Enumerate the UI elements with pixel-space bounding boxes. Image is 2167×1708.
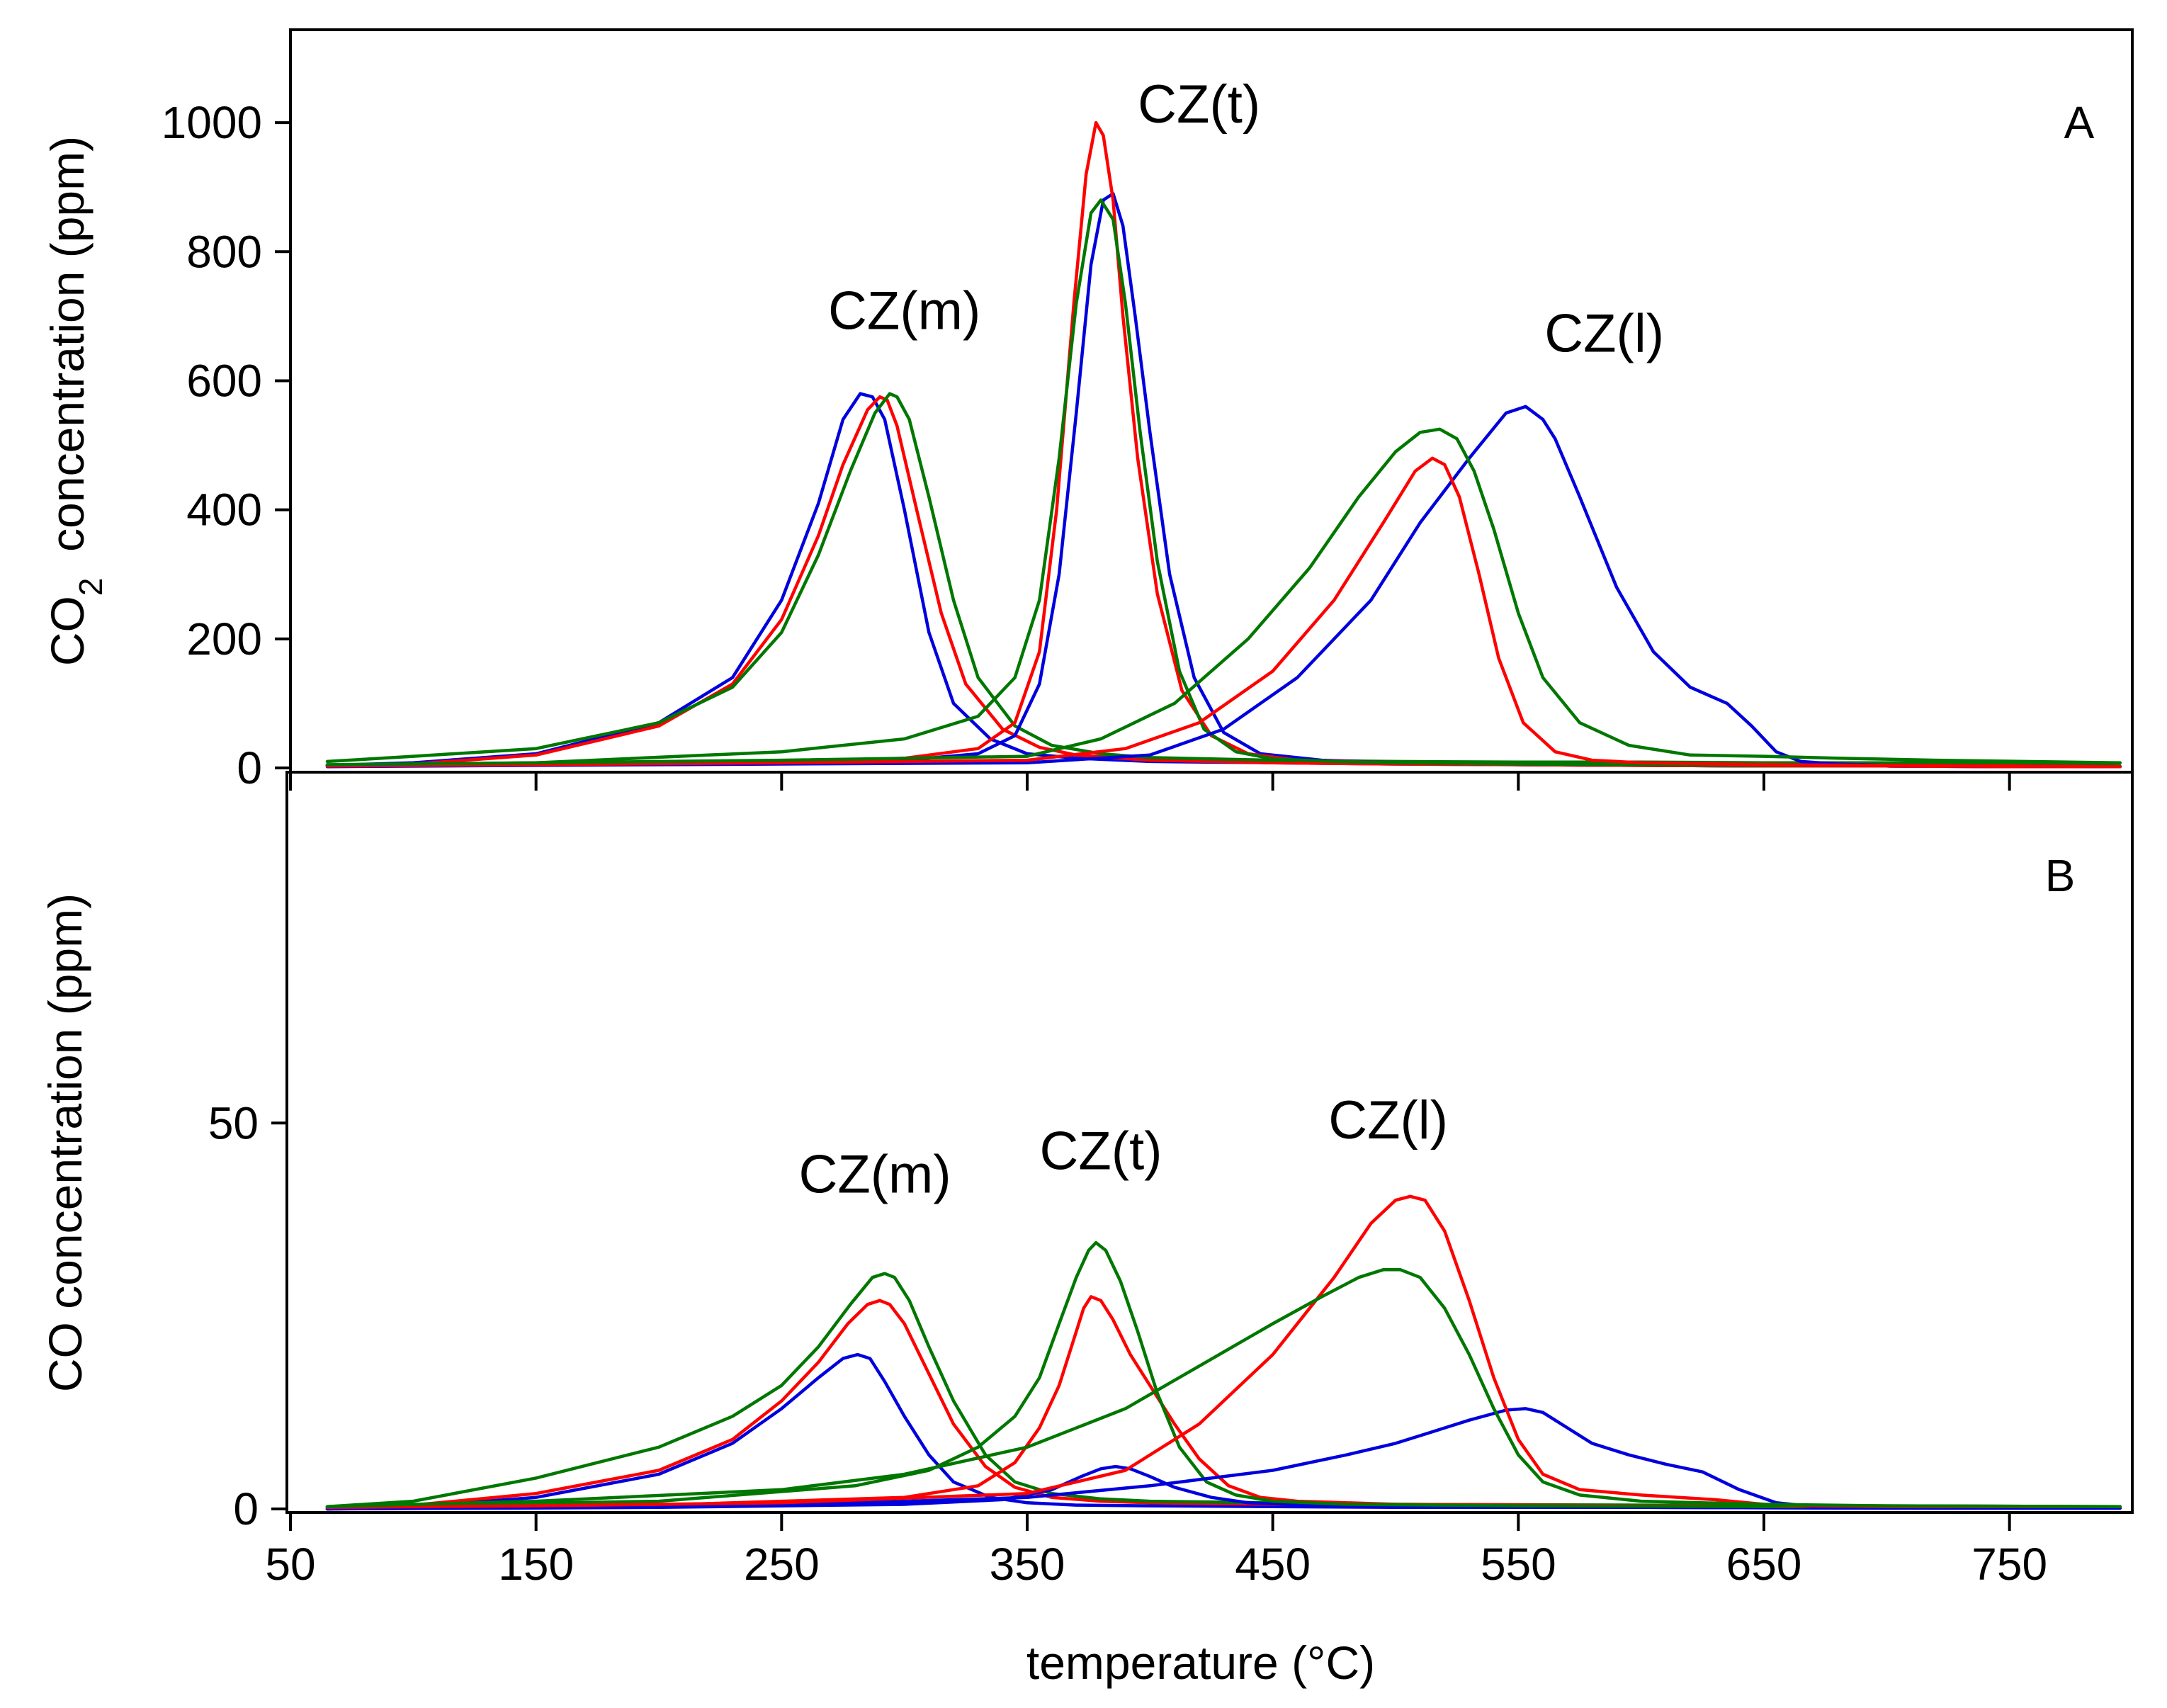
panel-a-x-axis: [289, 772, 2011, 791]
panel-a-peak-label: CZ(t): [1138, 74, 1260, 135]
panel-b-curve-blue-2: [325, 1464, 2122, 1511]
x-tick-label: 150: [498, 1539, 574, 1590]
x-tick-label: 50: [265, 1539, 315, 1590]
panel-b-peak-labels: CZ(m) CZ(t) CZ(l): [798, 1090, 1448, 1204]
panel-a-y-axis: 0 200 400 600 800 1000: [162, 97, 290, 793]
panel-b-co: 050 50 150 250 350 450 550 650 750 CZ(m) CZ(t)CZ…: [39, 771, 2134, 1689]
panel-b-curve-blue-1: [325, 1352, 2122, 1511]
panel-a-y-tick-label: 800: [186, 226, 262, 277]
panel-a-y-tick-label: 200: [186, 613, 262, 664]
panel-a-letter: A: [2064, 97, 2095, 148]
panel-a-curve-blue-2: [325, 192, 2122, 769]
panel-a-y-title-subscript: 2: [72, 578, 109, 596]
panel-b-y-axis: 0 50: [208, 1097, 287, 1534]
panel-a-y-tick-label: 600: [186, 355, 262, 406]
panel-a-curve-red-1: [325, 395, 2122, 769]
panel-a-curve-green-2: [325, 198, 2122, 768]
panel-b-y-tick-label: 0: [233, 1483, 259, 1534]
x-tick-label: 650: [1726, 1539, 1802, 1590]
x-tick-label: 450: [1235, 1539, 1311, 1590]
panel-a-curve-blue-3: [325, 405, 2122, 769]
panel-a-peak-label: CZ(l): [1544, 303, 1664, 363]
panel-b-curve-red-3: [325, 1194, 2122, 1510]
panel-a-curves: [325, 120, 2122, 769]
panel-a-curve-blue-1: [325, 392, 2122, 769]
panel-b-curve-green-3: [325, 1268, 2122, 1508]
panel-b-x-axis: 50 150 250 350 450 550 650 750: [265, 1512, 2047, 1590]
panel-a-peak-labels: CZ(m) CZ(t) CZ(l): [828, 74, 1664, 363]
panel-b-y-tick-label: 50: [208, 1097, 259, 1148]
panel-b-plot-frame: [285, 771, 2134, 1514]
panel-b-peak-label: CZ(m): [798, 1144, 951, 1204]
panel-b-curve-green-1: [325, 1272, 2122, 1508]
panel-a-curve-green-3: [325, 427, 2122, 767]
x-tick-label: 350: [990, 1539, 1065, 1590]
panel-a-y-tick-label: 0: [237, 742, 262, 793]
panel-a-y-tick-label: 1000: [162, 97, 262, 148]
panel-a-co2: 0 200 400 600 800 1000 CZ(m) CZ(t) CZ(l) A CO2 …: [41, 28, 2134, 793]
panel-b-curve-blue-3: [325, 1407, 2122, 1511]
panel-a-y-tick-label: 400: [186, 485, 262, 536]
panel-a-curve-red-3: [325, 456, 2122, 769]
panel-a-y-title-rest: concentration (ppm): [41, 136, 94, 578]
panel-a-y-axis-title: CO2 concentration (ppm): [41, 136, 109, 666]
x-tick-label: 750: [1971, 1539, 2047, 1590]
x-tick-label: 550: [1481, 1539, 1556, 1590]
panel-a-y-title-main: CO: [41, 596, 94, 666]
x-tick-label: 250: [744, 1539, 820, 1590]
x-axis-title: temperature (°C): [1026, 1636, 1375, 1689]
panel-b-letter: B: [2045, 850, 2076, 901]
panel-b-y-axis-title: CO concentration (ppm): [39, 893, 91, 1392]
panel-a-plot-frame: [289, 28, 2134, 774]
panel-b-curve-green-2: [325, 1240, 2122, 1508]
panel-a-peak-label: CZ(m): [828, 281, 980, 341]
panel-a-curve-red-2: [325, 120, 2122, 769]
panel-b-peak-label: CZ(l): [1328, 1090, 1448, 1150]
panel-b-peak-label: CZ(t): [1039, 1121, 1162, 1182]
panel-b-curves: [325, 1194, 2122, 1511]
